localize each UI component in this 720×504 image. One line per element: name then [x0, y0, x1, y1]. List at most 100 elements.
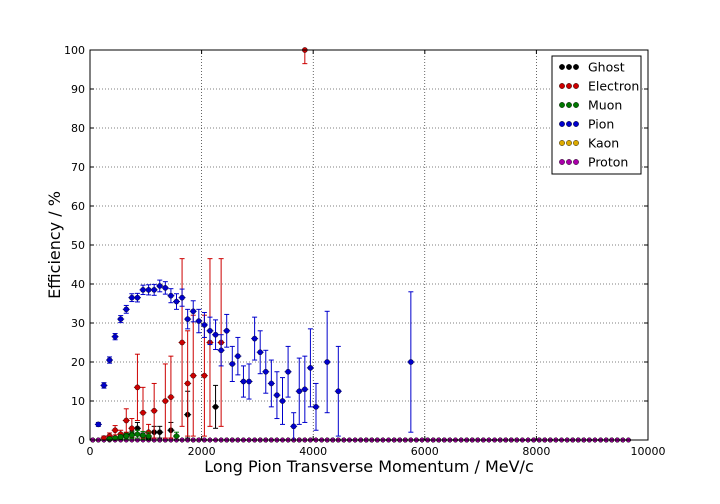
data-point — [95, 421, 102, 428]
data-point — [212, 404, 219, 410]
data-point — [235, 353, 241, 359]
legend-marker — [559, 121, 565, 127]
axis-ticks: 0 2000 4000 6000 8000 10000 0 10 20 30 40 50 60 70 80 9… — [64, 44, 666, 458]
data-point — [129, 294, 135, 301]
data-point — [285, 368, 291, 375]
data-point — [145, 433, 152, 439]
legend-label: Kaon — [588, 136, 619, 151]
x-tick-label: 0 — [87, 445, 94, 458]
data-point — [101, 382, 107, 389]
data-point — [145, 287, 152, 293]
legend-item-pion: Pion — [559, 117, 614, 132]
data-point — [134, 384, 141, 391]
y-tick-label: 10 — [71, 395, 85, 408]
y-tick-label: 90 — [71, 83, 85, 96]
y-tick-label: 40 — [71, 278, 85, 291]
y-tick-label: 0 — [78, 434, 85, 447]
x-tick-label: 6000 — [411, 445, 439, 458]
data-point — [190, 372, 197, 379]
data-point — [112, 427, 118, 434]
legend-marker — [566, 159, 572, 165]
data-point — [134, 431, 141, 437]
legend-item-ghost: Ghost — [559, 60, 625, 75]
data-point — [262, 368, 269, 375]
legend-marker — [573, 159, 579, 165]
legend-marker — [559, 102, 565, 108]
data-point — [212, 331, 219, 338]
legend-label: Ghost — [588, 60, 625, 75]
data-point — [196, 318, 202, 324]
data-point — [324, 359, 330, 365]
data-point — [190, 308, 197, 315]
legend-marker — [566, 64, 572, 70]
data-point — [408, 359, 414, 365]
series-pion-values — [94, 279, 415, 441]
legend-label: Proton — [588, 155, 628, 170]
legend-marker — [559, 83, 565, 89]
legend-marker — [566, 140, 572, 146]
legend-item-muon: Muon — [559, 98, 622, 113]
data-point — [240, 378, 247, 385]
y-tick-label: 30 — [71, 317, 85, 330]
data-point — [168, 394, 174, 400]
data-point — [117, 316, 124, 322]
data-point — [218, 347, 224, 354]
data-point — [268, 380, 275, 387]
y-axis-label: Efficiency / % — [45, 191, 64, 299]
data-point — [134, 294, 141, 301]
legend-item-electron: Electron — [559, 79, 639, 94]
legend-marker — [566, 102, 572, 108]
data-point — [223, 327, 230, 334]
data-point — [335, 388, 342, 395]
data-point — [129, 432, 135, 439]
x-tick-label: 8000 — [522, 445, 550, 458]
data-point — [162, 285, 169, 291]
data-point — [184, 316, 191, 322]
data-point — [302, 386, 308, 393]
data-point — [313, 404, 319, 410]
legend-marker — [566, 121, 572, 127]
data-point — [307, 365, 314, 371]
data-point — [129, 425, 135, 432]
data-point — [123, 433, 130, 439]
data-point — [151, 407, 157, 414]
legend-marker — [573, 102, 579, 108]
data-point — [106, 357, 113, 363]
data-point — [257, 349, 263, 356]
legend-marker — [559, 64, 565, 70]
data-point — [274, 392, 280, 398]
legend-marker — [573, 121, 579, 127]
data-point — [162, 398, 169, 404]
y-tick-label: 100 — [64, 44, 85, 57]
data-point — [296, 388, 303, 395]
data-point — [151, 287, 157, 293]
y-tick-label: 20 — [71, 356, 85, 369]
data-point — [101, 435, 107, 441]
legend-item-proton: Proton — [559, 155, 628, 170]
legend-marker — [573, 64, 579, 70]
x-tick-label: 2000 — [188, 445, 216, 458]
legend-marker — [573, 140, 579, 146]
data-point — [140, 409, 146, 416]
data-point — [251, 335, 258, 342]
data-point — [156, 429, 163, 436]
data-point — [117, 434, 124, 440]
data-point — [207, 327, 213, 334]
legend-marker — [566, 83, 572, 89]
data-point — [106, 436, 113, 442]
data-point — [140, 432, 146, 439]
data-point — [140, 287, 146, 293]
data-point — [179, 339, 185, 346]
data-point — [168, 292, 174, 299]
y-tick-label: 50 — [71, 239, 85, 252]
legend-label: Pion — [588, 117, 614, 132]
data-point — [173, 433, 180, 439]
y-tick-label: 70 — [71, 161, 85, 174]
data-point — [201, 322, 208, 328]
data-point — [156, 283, 163, 289]
x-axis-label: Long Pion Transverse Momentum / MeV/c — [204, 457, 534, 476]
data-point — [123, 417, 130, 424]
data-point — [179, 294, 185, 301]
legend-marker — [559, 159, 565, 165]
legend-box — [551, 55, 642, 175]
